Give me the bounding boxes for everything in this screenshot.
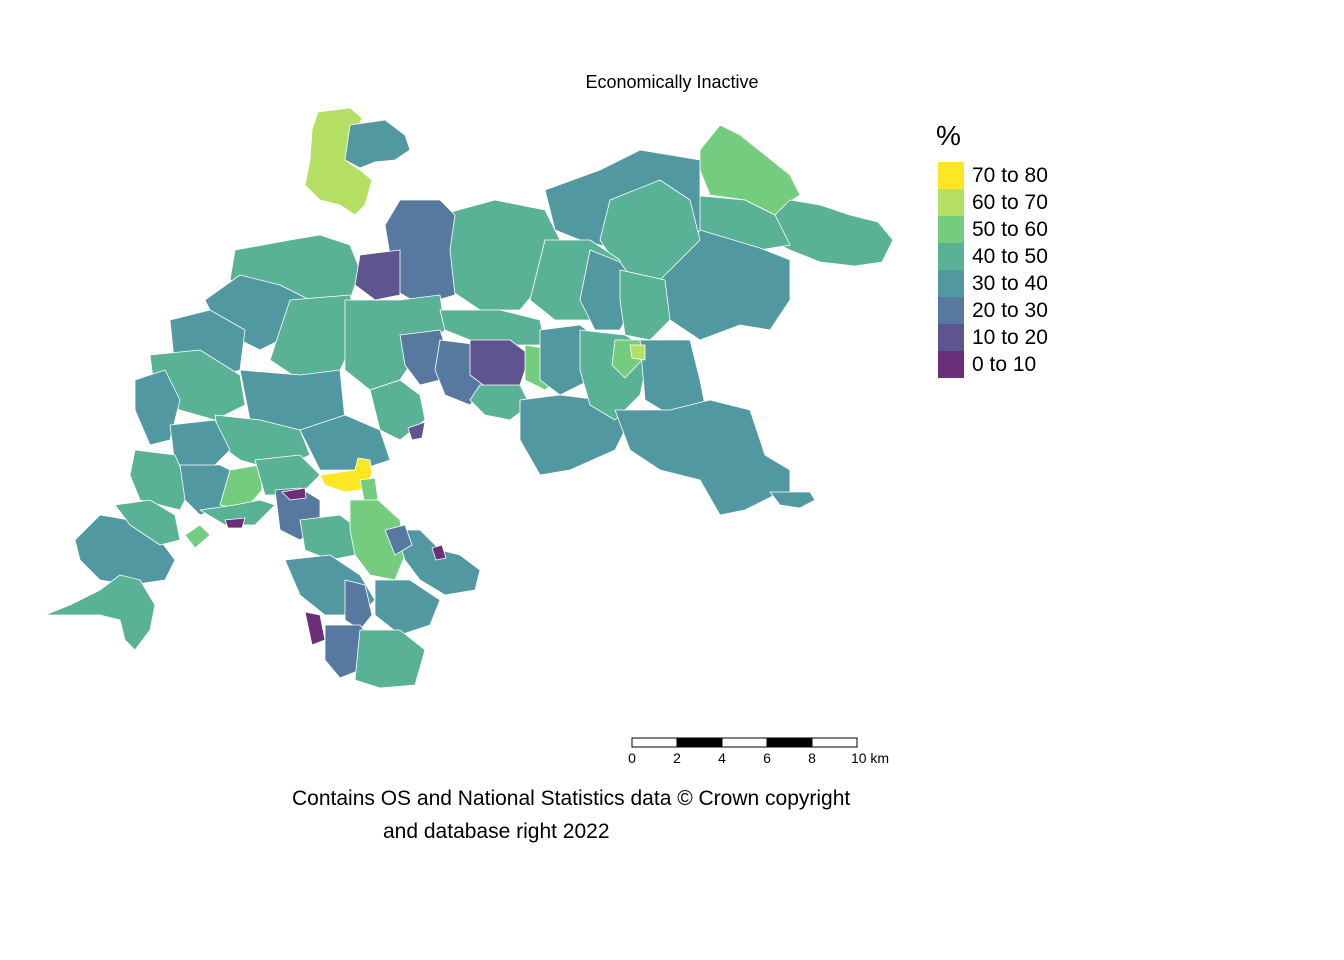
legend-item: 60 to 70 [938,189,1048,216]
legend-item: 30 to 40 [938,270,1048,297]
legend-label: 10 to 20 [972,325,1048,349]
attribution-line: Contains OS and National Statistics data… [292,787,851,810]
region [199,499,276,526]
legend-label: 0 to 10 [972,352,1037,376]
region [407,421,426,441]
region [394,529,481,596]
region [769,199,894,267]
region [344,119,411,169]
scale-tick-label: 6 [763,750,771,766]
legend-swatch [938,162,964,189]
region [219,464,263,511]
legend-title: % [936,120,961,151]
region [44,574,156,651]
legend-item: 20 to 30 [938,297,1048,324]
legend-swatch [938,243,964,270]
legend-item: 10 to 20 [938,324,1048,351]
region [629,344,646,361]
region [344,579,373,631]
region [374,579,441,636]
region [74,514,176,586]
legend-swatch [938,216,964,243]
region [769,491,816,509]
legend-swatch [938,270,964,297]
legend-item: 70 to 80 [938,162,1048,189]
region [114,499,181,546]
region [599,179,701,281]
region [519,394,631,476]
legend-item: 40 to 50 [938,243,1048,270]
attribution-line: and database right 2022 [383,820,610,843]
legend-label: 20 to 30 [972,298,1048,322]
region [184,524,211,549]
scale-tick-label: 2 [673,750,681,766]
region [469,384,531,421]
region [134,369,181,446]
region [254,454,321,496]
region [439,309,546,346]
legend-item: 50 to 60 [938,216,1048,243]
region [369,379,426,441]
legend-label: 30 to 40 [972,271,1048,295]
scale-tick-label: 4 [718,750,726,766]
legend-item: 0 to 10 [938,351,1048,378]
region [619,269,671,341]
legend-label: 50 to 60 [972,217,1048,241]
region [129,449,191,511]
scale-tick-label: 0 [628,750,636,766]
legend-label: 40 to 50 [972,244,1048,268]
map-title: Economically Inactive [585,72,759,92]
region [354,249,401,301]
region [304,611,326,646]
region [281,487,307,501]
region [354,629,426,689]
region [224,517,246,529]
legend-swatch [938,297,964,324]
scale-tick-label: 8 [808,750,816,766]
scale-tick-label: 10 km [850,750,890,766]
attribution: Contains OS and National Statistics data… [292,782,850,848]
region [614,399,791,516]
region [299,414,391,471]
scale-bar: 0 2 4 6 8 10 km [620,734,910,774]
legend-label: 70 to 80 [972,163,1048,187]
legend-swatch [938,351,964,378]
region [319,457,373,493]
legend: % 70 to 80 60 to 70 50 to 60 40 to 50 30… [936,120,1048,378]
scale-bar-graphic [631,737,858,748]
legend-swatch [938,324,964,351]
region [384,524,413,556]
legend-label: 60 to 70 [972,190,1048,214]
legend-swatch [938,189,964,216]
region [431,544,447,561]
